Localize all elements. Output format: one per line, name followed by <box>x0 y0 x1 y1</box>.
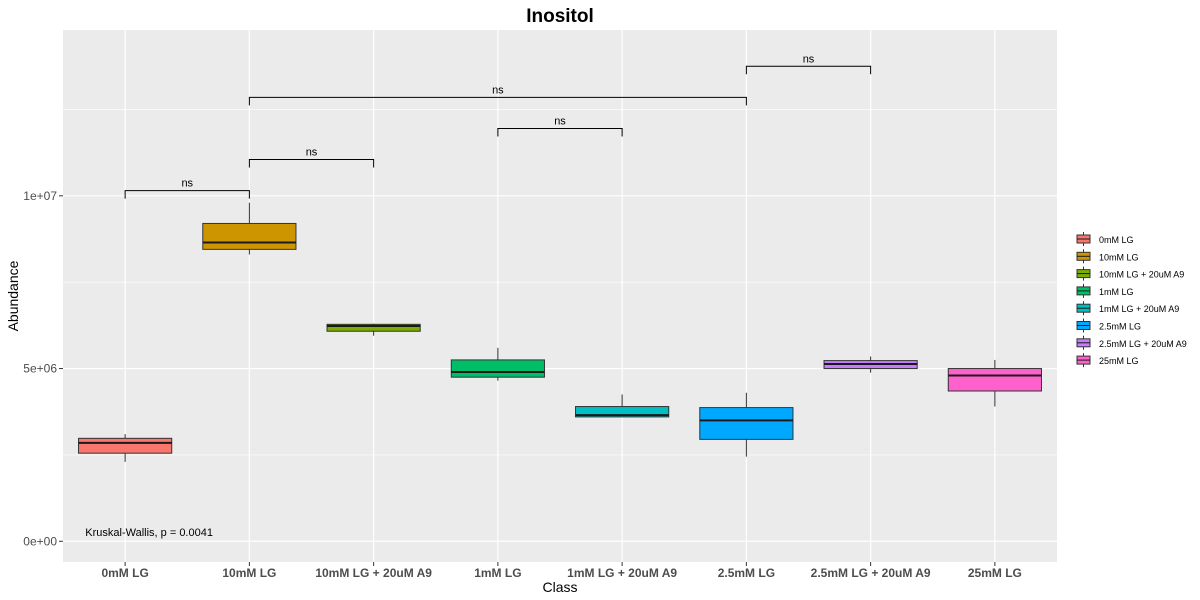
significance-bracket: ns <box>248 84 747 106</box>
x-tick-label: 25mM LG <box>968 566 1022 580</box>
box-5 <box>575 394 670 418</box>
legend-item: 10mM LG + 20uM A9 <box>1076 266 1184 281</box>
significance-bracket-line <box>745 65 872 75</box>
box-iqr <box>202 222 297 250</box>
plot-panel <box>63 30 1057 562</box>
significance-bracket-line <box>248 96 747 106</box>
y-tick-label: 5e+06 <box>23 362 57 376</box>
box-iqr <box>78 437 173 454</box>
significance-label: ns <box>306 147 318 159</box>
significance-label: ns <box>803 53 815 65</box>
legend-label: 2.5mM LG <box>1099 322 1141 332</box>
box-4 <box>450 347 545 381</box>
x-tick-label: 2.5mM LG <box>718 566 775 580</box>
box-7 <box>823 356 918 373</box>
legend-label: 0mM LG <box>1099 235 1134 245</box>
legend-item: 25mM LG <box>1076 353 1139 368</box>
legend-item: 0mM LG <box>1076 232 1134 246</box>
significance-label: ns <box>554 115 566 127</box>
x-tick-label: 1mM LG <box>474 566 521 580</box>
significance-bracket-line <box>248 159 375 168</box>
box-iqr <box>699 407 794 440</box>
kruskal-wallis-annotation: Kruskal-Wallis, p = 0.0041 <box>85 527 213 539</box>
legend-item: 10mM LG <box>1076 249 1139 264</box>
legend-label: 10mM LG <box>1099 252 1139 262</box>
box-iqr <box>947 368 1042 392</box>
legend-item: 2.5mM LG + 20uM A9 <box>1076 335 1187 350</box>
legend: 0mM LG 10mM LG 10mM LG + 20uM A9 1mM LG 1mM … <box>1076 232 1187 368</box>
legend-label: 25mM LG <box>1099 356 1139 366</box>
significance-bracket: ns <box>497 115 623 137</box>
x-tick-label: 2.5mM LG + 20uM A9 <box>811 566 931 580</box>
legend-label: 1mM LG <box>1099 287 1134 297</box>
box-2 <box>202 202 297 255</box>
y-tick-label: 0e+00 <box>23 534 57 548</box>
significance-label: ns <box>181 178 193 190</box>
x-axis-title: Class <box>542 579 577 595</box>
legend-item: 1mM LG <box>1076 283 1134 298</box>
legend-label: 10mM LG + 20uM A9 <box>1099 270 1184 280</box>
x-tick-label: 0mM LG <box>101 566 148 580</box>
x-tick-label: 10mM LG <box>222 566 276 580</box>
significance-bracket: ns <box>248 147 375 168</box>
box-1 <box>78 434 173 462</box>
significance-bracket: ns <box>745 53 872 75</box>
legend-label: 1mM LG + 20uM A9 <box>1099 304 1179 314</box>
box-iqr <box>326 323 421 332</box>
significance-bracket-line <box>497 127 623 137</box>
legend-item: 2.5mM LG <box>1076 318 1141 333</box>
significance-bracket: ns <box>124 178 250 199</box>
significance-bracket-line <box>124 190 250 199</box>
legend-item: 1mM LG + 20uM A9 <box>1076 301 1179 316</box>
box-8 <box>947 359 1042 407</box>
y-axis-title: Abundance <box>5 260 21 331</box>
x-tick-label: 1mM LG + 20uM A9 <box>567 566 677 580</box>
significance-label: ns <box>492 84 504 96</box>
box-iqr <box>575 406 670 418</box>
x-tick-label: 10mM LG + 20uM A9 <box>315 566 432 580</box>
y-tick-label: 1e+07 <box>23 189 57 203</box>
legend-label: 2.5mM LG + 20uM A9 <box>1099 339 1187 349</box>
box-iqr <box>450 359 545 378</box>
box-3 <box>326 323 421 336</box>
chart-title: Inositol <box>526 6 594 27</box>
box-6 <box>699 392 794 457</box>
